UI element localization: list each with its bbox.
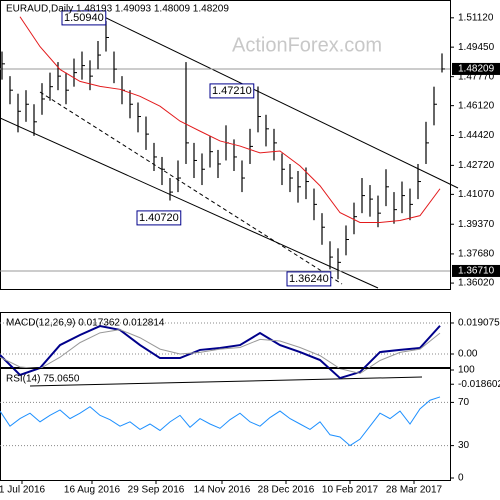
series-line xyxy=(19,16,441,223)
y-tick-label: 1.39370 xyxy=(458,219,495,230)
panel-frame xyxy=(0,312,451,368)
series-line xyxy=(0,329,441,375)
price-label: 1.48209 xyxy=(458,64,495,75)
annotation: 1.47210 xyxy=(212,85,252,97)
y-tick-label: 100 xyxy=(458,365,475,376)
price-label-box xyxy=(452,62,500,75)
panel-title: MACD(12,26,9) 0.017362 0.012814 xyxy=(6,318,165,329)
annotation-box xyxy=(286,271,332,287)
x-tick-label: 29 Sep 2016 xyxy=(128,485,185,496)
y-tick-label: 0.019075 xyxy=(458,318,500,329)
price-label: 1.36710 xyxy=(458,266,495,277)
annotation: 1.50940 xyxy=(64,12,104,24)
x-tick-label: 14 Nov 2016 xyxy=(194,485,251,496)
x-tick-label: 1 Jul 2016 xyxy=(0,485,46,496)
y-tick-label: 70 xyxy=(458,397,470,408)
y-tick-label: 1.51120 xyxy=(458,12,494,23)
panel-title: RSI(14) 75.0650 xyxy=(6,374,80,385)
annotation-box xyxy=(209,83,255,99)
dashed-trendline xyxy=(39,91,343,285)
panel-frame xyxy=(0,0,451,290)
y-tick-label: 0 xyxy=(458,473,464,484)
y-tick-label: 1.44420 xyxy=(458,130,495,141)
y-tick-label: 1.41070 xyxy=(458,189,495,200)
y-tick-label: 1.49450 xyxy=(458,42,495,53)
upper-channel xyxy=(97,13,459,189)
annotation-box xyxy=(136,210,182,226)
annotation: 1.40720 xyxy=(139,212,179,224)
y-tick-label: 1.46120 xyxy=(458,100,495,111)
y-tick-label: 1.37680 xyxy=(458,249,495,260)
x-tick-label: 16 Aug 2016 xyxy=(64,485,121,496)
lower-channel xyxy=(0,117,379,289)
macd-trendline xyxy=(29,376,423,387)
x-tick-label: 28 Dec 2016 xyxy=(258,485,315,496)
trendlines xyxy=(0,13,459,387)
watermark: ActionForex.com xyxy=(232,34,382,56)
price-label-box xyxy=(452,264,500,277)
series-line xyxy=(0,396,441,447)
panel-frame xyxy=(0,368,451,481)
y-tick-label: 1.42720 xyxy=(458,160,495,171)
y-tick-label: 0.00 xyxy=(458,349,478,360)
y-tick-label: 30 xyxy=(458,440,470,451)
y-tick-label: 1.47770 xyxy=(458,71,495,82)
annotation: 1.36240 xyxy=(289,273,329,285)
y-tick-label: 1.36020 xyxy=(458,278,495,289)
annotation-box xyxy=(61,10,107,26)
panel-title: EURAUD,Daily 1.48193 1.49093 1.48009 1.4… xyxy=(6,4,229,15)
x-tick-label: 28 Mar 2017 xyxy=(386,485,443,496)
x-tick-label: 10 Feb 2017 xyxy=(322,485,379,496)
y-tick-label: -0.018602 xyxy=(458,379,500,390)
series-line xyxy=(0,324,441,380)
